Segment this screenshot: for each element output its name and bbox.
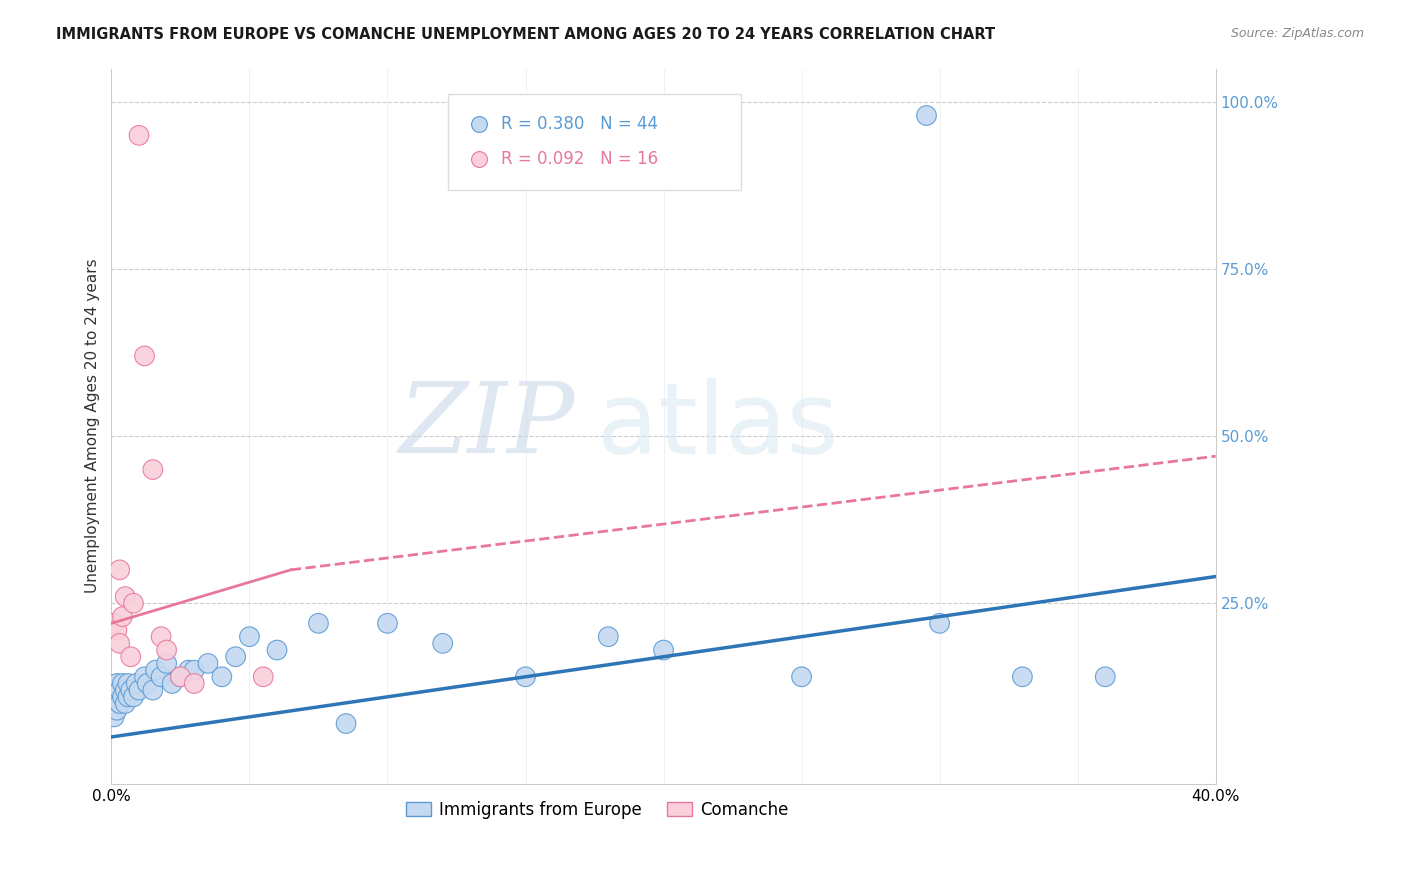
Point [150,630,173,644]
Point [125,676,148,690]
Point [252,670,274,684]
Text: Source: ZipAtlas.com: Source: ZipAtlas.com [1230,27,1364,40]
Point [117,676,139,690]
Point [1019,146,1042,161]
Point [177,663,200,677]
Point [108,636,131,650]
Point [108,697,131,711]
Text: IMMIGRANTS FROM EUROPE VS COMANCHE UNEMPLOYMENT AMONG AGES 20 TO 24 YEARS CORREL: IMMIGRANTS FROM EUROPE VS COMANCHE UNEMP… [56,27,995,42]
Point [307,616,329,631]
Point [111,676,134,690]
Point [160,676,183,690]
Point [790,670,813,684]
Point [652,643,675,657]
Point [117,690,139,704]
Point [111,690,134,704]
Point [515,670,537,684]
Point [122,596,145,610]
Point [128,128,150,143]
Point [134,670,156,684]
Text: atlas: atlas [598,377,839,475]
Point [150,670,173,684]
Point [103,616,125,631]
Point [136,676,159,690]
Point [1094,670,1116,684]
Point [114,590,136,604]
Point [105,703,128,717]
Point [1019,179,1042,194]
Point [211,670,233,684]
Point [183,676,205,690]
Point [114,697,136,711]
Point [266,643,288,657]
Y-axis label: Unemployment Among Ages 20 to 24 years: Unemployment Among Ages 20 to 24 years [86,259,100,593]
Point [108,683,131,698]
Point [145,663,167,677]
Point [103,697,125,711]
Point [128,683,150,698]
FancyBboxPatch shape [449,94,741,190]
Point [122,690,145,704]
Text: ZIP: ZIP [399,378,575,474]
Point [156,643,179,657]
Legend: Immigrants from Europe, Comanche: Immigrants from Europe, Comanche [399,794,796,825]
Point [105,676,128,690]
Point [103,683,125,698]
Point [432,636,454,650]
Point [1011,670,1033,684]
Point [134,349,156,363]
Text: R = 0.380   N = 44: R = 0.380 N = 44 [501,114,658,133]
Point [335,716,357,731]
Point [120,683,142,698]
Point [183,663,205,677]
Point [120,649,142,664]
Point [111,609,134,624]
Point [197,657,219,671]
Point [156,657,179,671]
Point [928,616,950,631]
Point [225,649,247,664]
Point [108,563,131,577]
Text: R = 0.092   N = 16: R = 0.092 N = 16 [501,151,658,169]
Point [103,710,125,724]
Point [114,683,136,698]
Point [142,462,165,476]
Point [105,690,128,704]
Point [238,630,260,644]
Point [598,630,620,644]
Point [142,683,165,698]
Point [914,108,936,122]
Point [377,616,399,631]
Point [105,623,128,637]
Point [169,670,191,684]
Point [169,670,191,684]
